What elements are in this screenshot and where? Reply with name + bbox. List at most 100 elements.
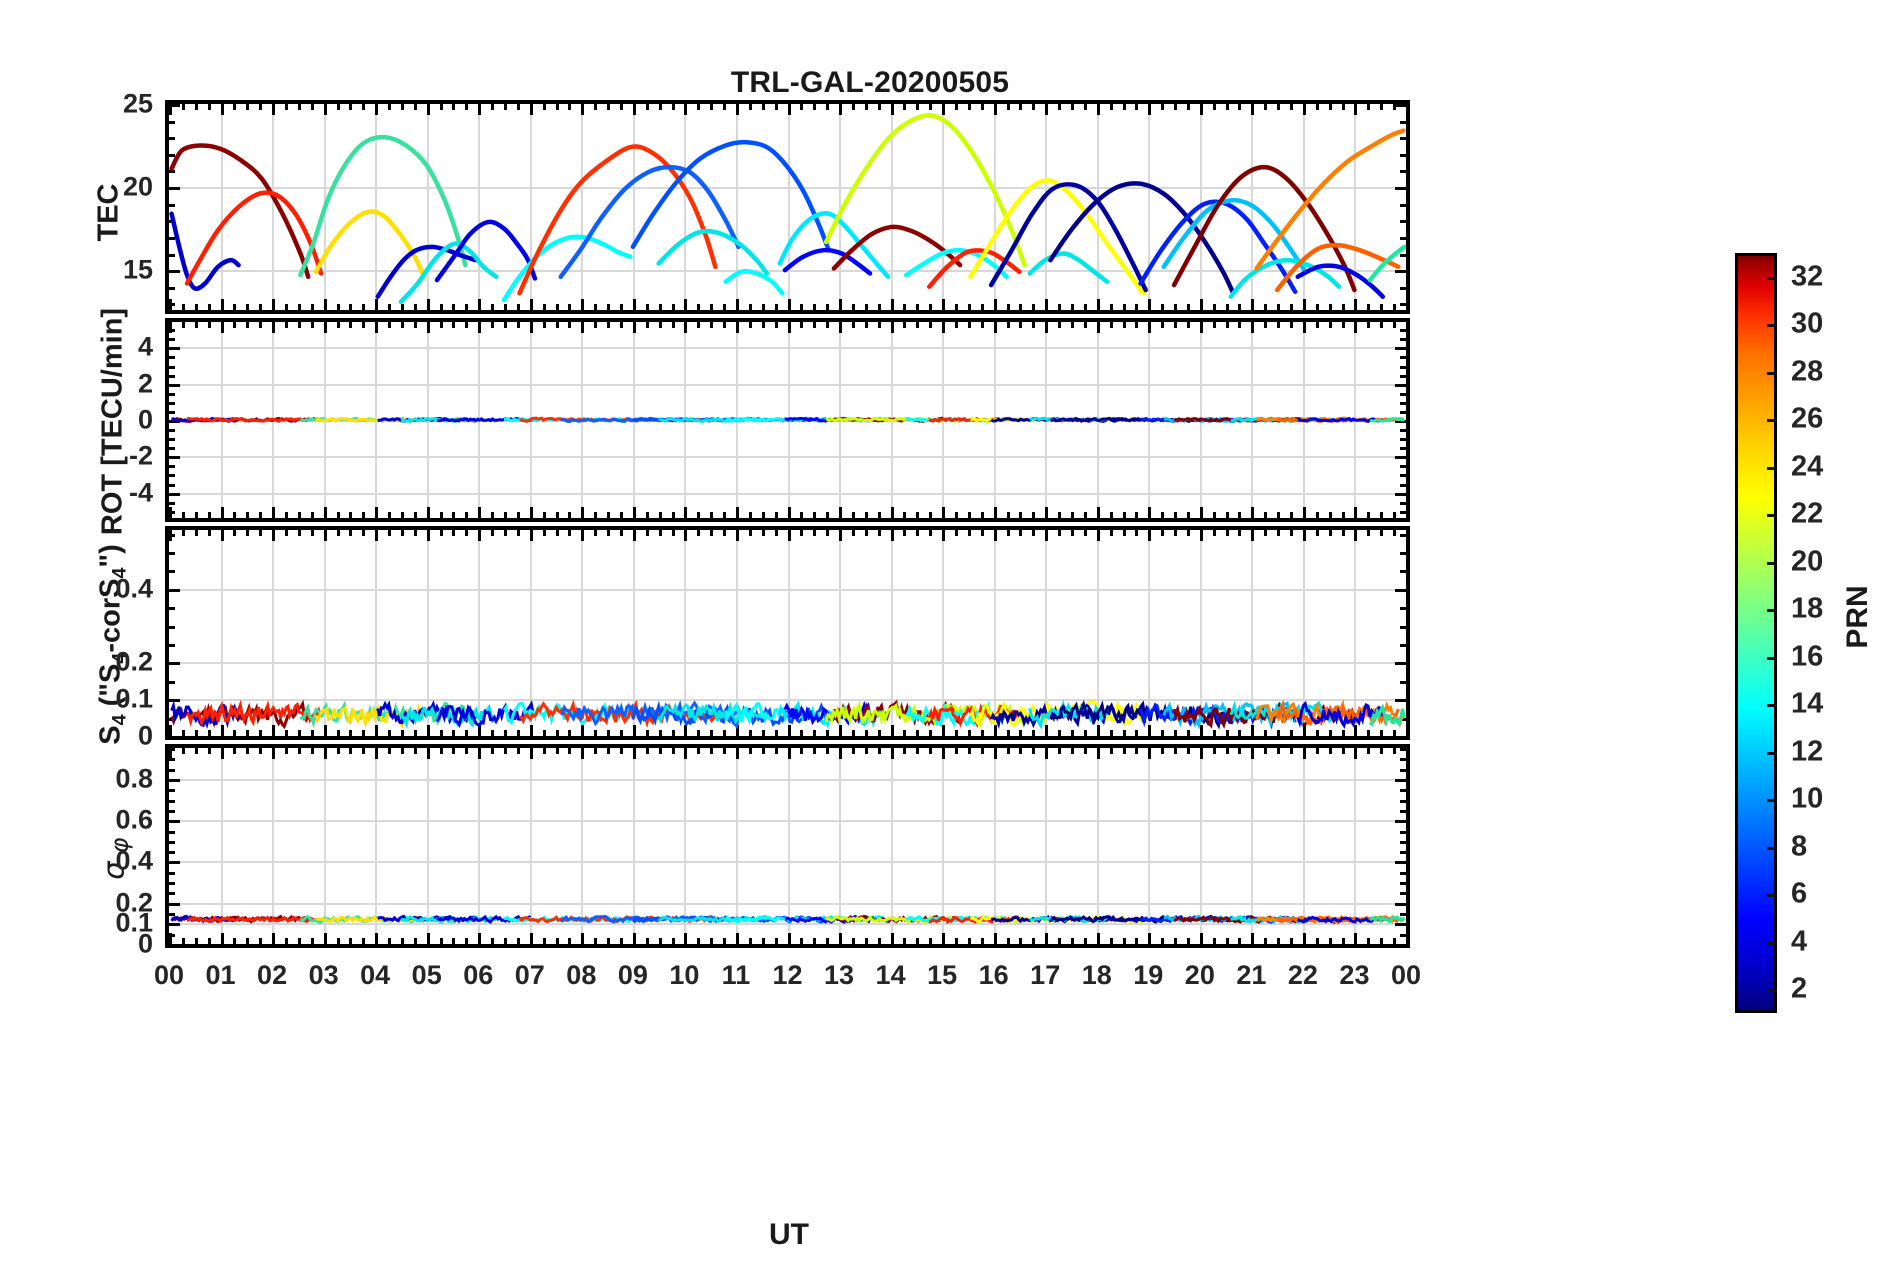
axis-label-ut: UT xyxy=(769,1218,809,1251)
tec-trace xyxy=(1161,197,1308,275)
x-tick-label: 12 xyxy=(772,960,803,990)
colorbar-tick-label: 24 xyxy=(1791,450,1824,483)
x-tick-label: 08 xyxy=(566,960,597,990)
series-layer xyxy=(170,416,1405,424)
tec-trace xyxy=(313,209,427,280)
x-tick-label: 01 xyxy=(205,960,236,990)
colorbar-prn xyxy=(1735,253,1777,1013)
tec-trace xyxy=(517,144,718,296)
data-trace xyxy=(186,915,323,924)
x-tick-label: 23 xyxy=(1339,960,1370,990)
colorbar-tick-label: 14 xyxy=(1791,687,1824,720)
data-trace xyxy=(1296,915,1384,924)
colorbar-tick-label: 2 xyxy=(1791,972,1808,1005)
data-trace xyxy=(435,700,537,729)
colorbar-tick-label: 28 xyxy=(1791,355,1824,388)
tec-trace xyxy=(398,241,499,304)
x-tick-label: 11 xyxy=(721,960,751,990)
data-trace xyxy=(725,416,783,423)
x-tick-label: 13 xyxy=(824,960,855,990)
colorbar-tick-label: 4 xyxy=(1791,925,1808,958)
colorbar-tick-label: 6 xyxy=(1791,877,1808,910)
y-tick-label: -4 xyxy=(128,477,153,508)
tec-trace xyxy=(903,247,1009,280)
colorbar-tick-label: 8 xyxy=(1791,830,1808,863)
x-tick-label: 14 xyxy=(875,960,906,990)
x-tick-label: 10 xyxy=(669,960,700,990)
x-tick-label: 07 xyxy=(514,960,545,990)
colorbar-tick-label: 32 xyxy=(1791,260,1824,293)
panel-rot xyxy=(165,318,1410,522)
tec-trace xyxy=(1274,242,1401,293)
x-tick-label: 17 xyxy=(1030,960,1061,990)
x-tick-label: 15 xyxy=(927,960,958,990)
tec-trace xyxy=(988,182,1148,293)
axis-label-sigma-phi: σ φ xyxy=(96,837,134,880)
tec-trace xyxy=(169,143,311,280)
tec-trace xyxy=(501,234,633,303)
x-tick-label: 00 xyxy=(1390,960,1422,990)
data-trace xyxy=(1369,915,1406,924)
tec-trace xyxy=(782,247,873,276)
colorbar-tick-label: 30 xyxy=(1791,307,1824,340)
x-tick-label: 03 xyxy=(308,960,339,990)
axis-label-s4: S4 ("S4-corS4") xyxy=(94,544,131,745)
tec-trace xyxy=(1027,251,1110,285)
x-tick-label: 20 xyxy=(1184,960,1215,990)
data-trace xyxy=(436,914,536,924)
y-tick-label: -2 xyxy=(128,440,153,471)
data-trace xyxy=(989,702,1147,730)
colorbar-tick-label: 12 xyxy=(1791,735,1824,768)
tec-trace xyxy=(723,268,785,296)
series-layer xyxy=(170,699,1406,730)
tec-trace xyxy=(184,190,324,286)
tec-trace xyxy=(1048,181,1236,296)
data-trace xyxy=(1297,417,1384,423)
x-tick-label: 04 xyxy=(360,960,391,990)
data-trace xyxy=(724,915,783,924)
colorbar-tick-label: 20 xyxy=(1791,545,1824,578)
panel-tec xyxy=(165,100,1410,314)
tec-trace xyxy=(1171,164,1357,293)
tec-trace xyxy=(298,134,468,278)
y-tick-label: 4 xyxy=(137,331,153,362)
colorbar-tick-label: 18 xyxy=(1791,592,1824,625)
y-tick-label: 0 xyxy=(137,404,153,435)
data-trace xyxy=(399,703,498,729)
tec-trace xyxy=(968,178,1146,296)
y-tick-label: 0 xyxy=(137,928,153,959)
data-trace xyxy=(186,699,323,728)
series-layer xyxy=(170,914,1406,925)
colorbar-tick-label: 26 xyxy=(1791,402,1824,435)
tec-trace xyxy=(1295,263,1386,299)
figure-title: TRL-GAL-20200505 xyxy=(730,66,1010,99)
tec-trace xyxy=(1367,244,1406,283)
series-layer xyxy=(169,113,1406,304)
tec-trace xyxy=(434,219,538,283)
panel-sigma-phi xyxy=(165,744,1410,948)
x-tick-label: 09 xyxy=(617,960,648,990)
x-tick-label: 06 xyxy=(463,960,494,990)
tec-trace xyxy=(630,139,831,253)
x-tick-label: 21 xyxy=(1236,960,1267,990)
data-trace xyxy=(186,416,322,423)
tec-trace xyxy=(375,244,478,299)
x-tick-label: 16 xyxy=(978,960,1009,990)
y-tick-label: 20 xyxy=(122,171,153,202)
x-tick-label: 00 xyxy=(153,960,185,990)
tec-trace xyxy=(558,164,741,280)
x-tick-label: 22 xyxy=(1287,960,1318,990)
colorbar-tick-label: 10 xyxy=(1791,782,1824,815)
tec-trace xyxy=(169,211,241,291)
colorbar-tick-label: 16 xyxy=(1791,640,1824,673)
tec-trace xyxy=(1254,128,1406,271)
tec-trace xyxy=(656,228,770,276)
colorbar-label: PRN xyxy=(1841,585,1874,649)
x-tick-label: 02 xyxy=(257,960,288,990)
y-tick-label: 0 xyxy=(137,720,153,751)
tec-trace xyxy=(823,113,1027,268)
data-trace xyxy=(1368,703,1406,727)
panel-s4 xyxy=(165,526,1410,740)
data-trace xyxy=(724,701,784,726)
